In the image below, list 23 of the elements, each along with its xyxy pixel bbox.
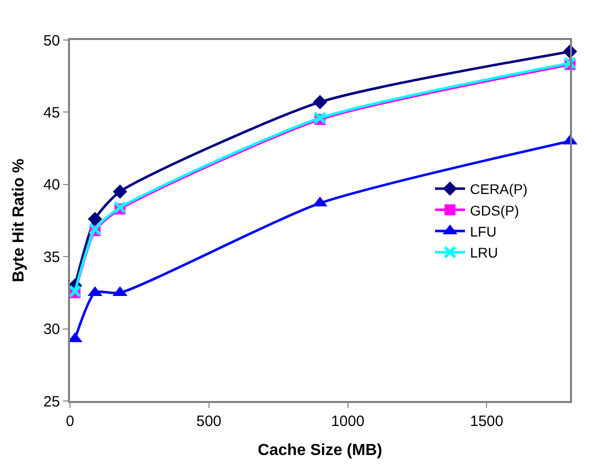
point xyxy=(112,184,128,199)
y-tick-label: 45 xyxy=(43,104,60,122)
x-tick-label: 500 xyxy=(196,413,222,430)
y-tick-label: 35 xyxy=(43,248,60,266)
point xyxy=(68,284,82,298)
x-tick-label: 1000 xyxy=(331,413,364,430)
legend-label: LFU xyxy=(470,223,496,240)
y-tick-label: 30 xyxy=(43,321,60,338)
point xyxy=(88,212,102,226)
legend-label: CERA(P) xyxy=(470,181,528,198)
x-tick-label: 1500 xyxy=(470,413,504,430)
legend-label: GDS(P) xyxy=(470,202,519,218)
y-tick-label: 25 xyxy=(43,393,60,410)
point xyxy=(88,222,102,236)
point xyxy=(314,111,326,124)
x-tick-label: 0 xyxy=(66,413,74,430)
y-tick-label: 40 xyxy=(43,176,60,194)
point xyxy=(564,56,576,70)
y-tick-label: 50 xyxy=(43,32,60,50)
point xyxy=(312,94,328,110)
x-axis-title: Cache Size (MB) xyxy=(258,442,382,460)
legend-label: LRU xyxy=(470,244,498,261)
y-axis-title: Byte Hit Ratio % xyxy=(10,158,28,282)
